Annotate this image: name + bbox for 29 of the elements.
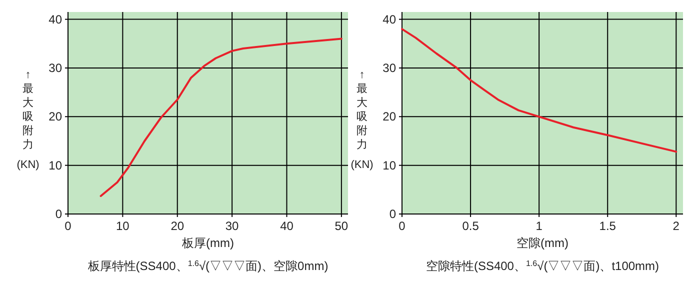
x-tick-label: 50 — [334, 219, 348, 233]
y-tick-label: 10 — [48, 158, 62, 172]
y-tick-label: 40 — [382, 12, 396, 26]
y-tick-label: 20 — [382, 110, 396, 124]
x-tick-label: 30 — [225, 219, 240, 233]
x-tick-label: 0 — [398, 219, 406, 233]
x-tick-label: 0 — [64, 219, 72, 233]
y-axis-title: ↑最大吸附力(KN) — [350, 69, 374, 171]
x-tick-label: 40 — [280, 219, 294, 233]
x-tick-label: 2 — [672, 219, 680, 233]
x-tick-label: 0.5 — [462, 219, 480, 233]
y-tick-label: 0 — [55, 207, 62, 221]
y-tick-label: 20 — [48, 110, 62, 124]
text: 空隙特性(SS400、$^{1.6}$√(▽▽▽面)、t100mm) — [426, 258, 660, 273]
line-series — [100, 38, 342, 197]
x-tick-label: 10 — [116, 219, 130, 233]
y-tick-label: 0 — [389, 207, 396, 221]
y-tick-label: 30 — [48, 60, 62, 75]
y-tick-label: 10 — [382, 158, 396, 172]
y-tick-label: 40 — [48, 12, 62, 26]
x-tick-label: 1 — [536, 219, 543, 233]
x-tick-label: 20 — [170, 219, 184, 233]
x-tick-label: 1.5 — [599, 219, 616, 233]
y-tick-label: 30 — [382, 60, 396, 75]
y-axis-title: ↑最大吸附力(KN) — [16, 69, 40, 171]
x-axis-title: 板厚(mm) — [181, 236, 234, 250]
text: 板厚特性(SS400、$^{1.6}$√(▽▽▽面)、空隙0mm) — [86, 258, 328, 273]
line-series — [401, 28, 678, 153]
x-axis-title: 空隙(mm) — [516, 236, 568, 250]
